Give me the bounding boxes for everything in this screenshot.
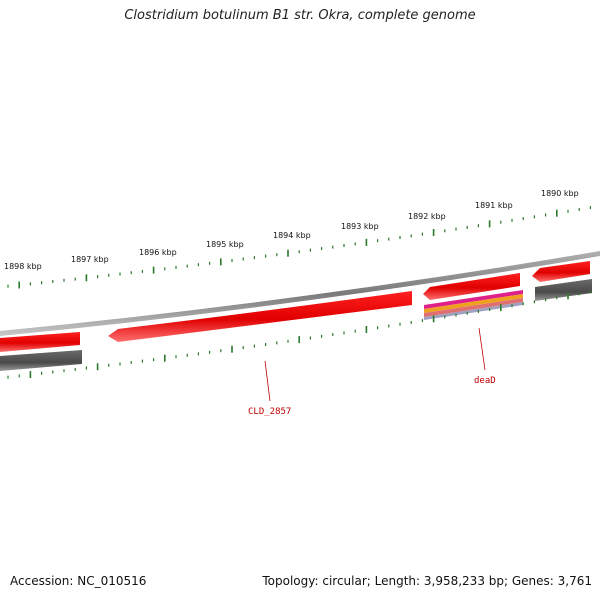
rna-band-pink xyxy=(424,298,523,317)
rna-band-orange xyxy=(424,294,523,313)
accession-label: Accession: NC_010516 xyxy=(10,574,147,588)
scale-label-1895: 1895 kbp xyxy=(206,240,244,249)
scale-label-1897: 1897 kbp xyxy=(71,255,109,264)
genome-backbone xyxy=(0,251,600,336)
gene-arrow-right-edge[interactable] xyxy=(532,261,590,282)
scale-label-1890: 1890 kbp xyxy=(541,189,579,198)
cld-2857-pointer xyxy=(264,360,271,402)
scale-label-1894: 1894 kbp xyxy=(273,231,311,240)
gene-label-dead[interactable]: deaD xyxy=(474,376,496,386)
grey-gene-right[interactable] xyxy=(535,279,592,301)
gene-arrow-cld-2857[interactable] xyxy=(108,291,412,342)
gene-arrow-dead[interactable] xyxy=(423,273,520,300)
gene-arrow-left-edge[interactable] xyxy=(0,332,80,352)
genome-stats: Topology: circular; Length: 3,958,233 bp… xyxy=(262,574,592,588)
scale-label-1891: 1891 kbp xyxy=(475,201,513,210)
rna-band-magenta xyxy=(424,290,523,309)
inner-tick-ring xyxy=(7,290,592,379)
scale-label-1893: 1893 kbp xyxy=(341,222,379,231)
scale-label-1898: 1898 kbp xyxy=(4,262,42,271)
grey-gene-left[interactable] xyxy=(0,350,82,371)
grey-genes xyxy=(0,279,592,371)
scale-label-1896: 1896 kbp xyxy=(139,248,177,257)
scale-label-1892: 1892 kbp xyxy=(408,212,446,221)
rna-feature-stack[interactable] xyxy=(424,290,523,320)
outer-tick-ring xyxy=(7,206,592,289)
forward-genes xyxy=(0,261,590,352)
dead-pointer xyxy=(478,327,486,371)
gene-label-cld-2857[interactable]: CLD_2857 xyxy=(248,407,291,417)
scale-labels: 1898 kbp 1897 kbp 1896 kbp 1895 kbp 1894… xyxy=(4,189,579,271)
genome-title: Clostridium botulinum B1 str. Okra, comp… xyxy=(124,8,476,23)
rna-band-lavender xyxy=(424,302,523,320)
